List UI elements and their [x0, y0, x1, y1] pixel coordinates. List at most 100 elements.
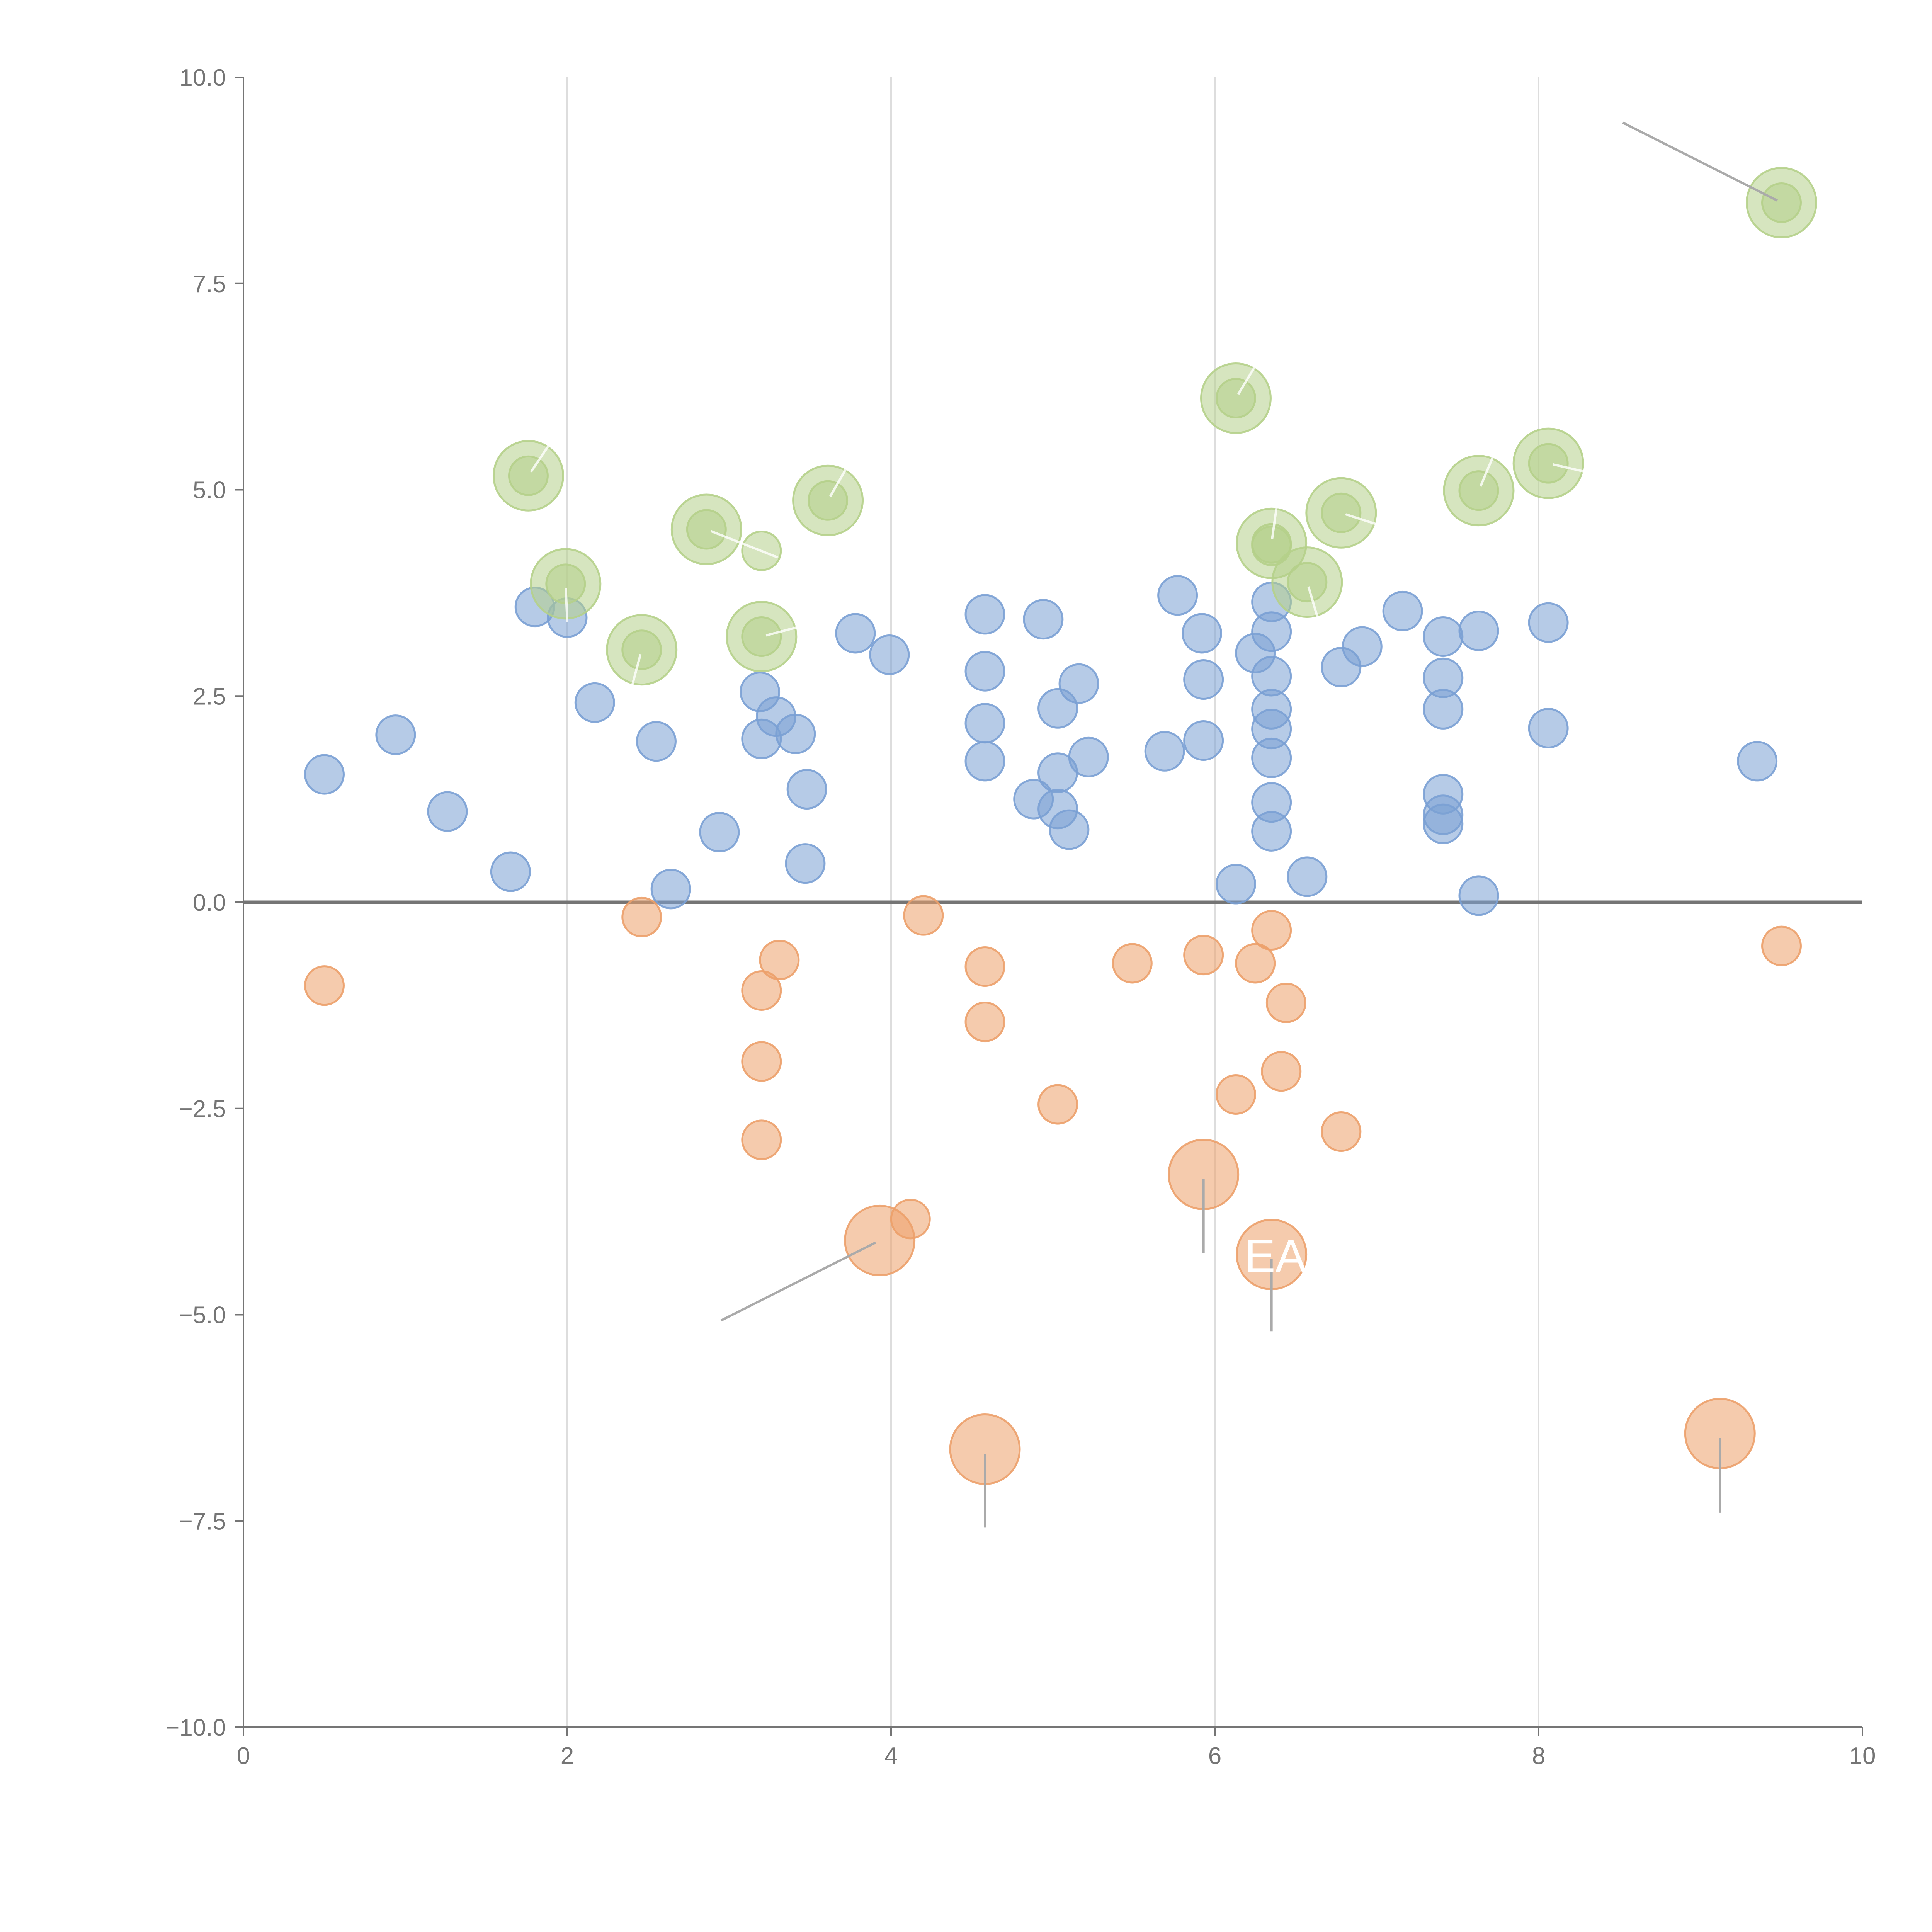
orange-point	[1761, 925, 1802, 966]
orange-bubble	[844, 1204, 916, 1276]
bubble-leader-line	[1622, 121, 1778, 202]
blue-point	[1068, 736, 1109, 777]
bubble-leader-line	[1307, 586, 1321, 626]
blue-point	[1049, 809, 1090, 850]
orange-point	[1321, 1111, 1362, 1152]
orange-point	[964, 1002, 1005, 1043]
bubble-leader-line	[1553, 463, 1628, 483]
blue-point	[785, 843, 826, 884]
blue-point	[1458, 875, 1499, 916]
orange-point	[741, 970, 782, 1011]
orange-point	[621, 896, 662, 937]
y-tick-label: 0.0	[193, 889, 226, 916]
blue-point	[1251, 811, 1292, 852]
orange-point	[903, 895, 944, 936]
orange-point	[964, 946, 1005, 987]
blue-point	[1157, 575, 1198, 616]
orange-point	[1037, 1084, 1078, 1125]
y-tick-label: −5.0	[179, 1302, 226, 1329]
green-bubble	[530, 548, 602, 620]
blue-point	[1737, 741, 1778, 782]
green-bubble	[492, 440, 564, 512]
blue-point	[835, 613, 876, 654]
green-bubble	[1271, 546, 1343, 618]
bubble-leader-line	[631, 654, 642, 687]
blue-point	[1215, 864, 1256, 905]
orange-point	[1235, 943, 1276, 984]
green-bubble	[1305, 477, 1377, 549]
blue-point	[699, 812, 740, 853]
orange-point	[741, 1041, 782, 1082]
blue-point	[964, 703, 1005, 744]
axes-layer: 0 2 4 6 8 10 −10.0 −7.5 −5.0 −2.5 0.0 2.5 5.0 7.5 10.0	[165, 65, 1876, 1769]
bubble-leader-line	[829, 460, 852, 497]
green-bubble	[606, 614, 678, 686]
blue-point	[1287, 856, 1328, 897]
orange-point	[1215, 1074, 1256, 1115]
orange-point	[741, 1119, 782, 1160]
y-tick-label: −10.0	[165, 1714, 226, 1741]
bubble-leader-line	[710, 530, 778, 559]
blue-point	[650, 869, 691, 910]
blue-point	[786, 769, 827, 810]
x-tick-label: 2	[561, 1743, 574, 1769]
orange-point	[1183, 935, 1224, 976]
blue-point	[1528, 708, 1569, 749]
green-bubble	[792, 464, 864, 536]
blue-point	[304, 754, 345, 795]
orange-point	[1261, 1051, 1302, 1092]
orange-point	[304, 965, 345, 1006]
bubble-leader-line	[1479, 444, 1500, 487]
blue-point	[775, 713, 816, 754]
x-tick-label: 6	[1208, 1743, 1221, 1769]
green-bubble	[670, 493, 742, 565]
points-layer	[304, 182, 1802, 1240]
y-tick-label: 2.5	[193, 683, 226, 710]
blue-point	[1528, 602, 1569, 643]
green-bubble	[1746, 167, 1817, 239]
blue-point	[1423, 803, 1464, 844]
blue-point	[964, 651, 1005, 692]
x-tick-label: 0	[237, 1743, 250, 1769]
bubble-label: EA	[1245, 1230, 1306, 1282]
blue-point	[1251, 737, 1292, 778]
blue-point	[375, 714, 416, 755]
blue-point	[1181, 613, 1222, 654]
bubble-layer	[492, 167, 1817, 1485]
bubble-leader-line	[1345, 513, 1385, 528]
orange-point	[1265, 982, 1306, 1023]
x-tick-label: 10	[1849, 1743, 1876, 1769]
y-tick-label: −2.5	[179, 1096, 226, 1122]
x-tick-label: 8	[1532, 1743, 1545, 1769]
orange-point	[1112, 943, 1153, 984]
orange-point	[759, 939, 800, 980]
blue-point	[574, 682, 615, 723]
bubble-leader-line	[720, 1242, 876, 1322]
blue-point	[964, 741, 1005, 782]
bubble-leader-line	[565, 588, 568, 622]
x-tick-label: 4	[884, 1743, 898, 1769]
green-bubble	[1443, 455, 1515, 527]
blue-point	[1023, 599, 1064, 640]
blue-point	[1382, 590, 1423, 631]
blue-point	[1251, 611, 1292, 652]
green-bubble	[1200, 362, 1272, 434]
y-tick-label: 10.0	[179, 65, 226, 91]
blue-point	[490, 851, 531, 892]
y-tick-label: 7.5	[193, 271, 226, 298]
bubble-leader-line	[1237, 357, 1261, 395]
green-bubble	[726, 601, 798, 673]
y-tick-label: −7.5	[179, 1508, 226, 1535]
blue-point	[1058, 663, 1099, 704]
bubble-leader-line	[530, 441, 552, 473]
blue-point	[1183, 720, 1224, 761]
blue-point	[869, 634, 910, 675]
y-tick-label: 5.0	[193, 477, 226, 504]
blue-point	[1423, 616, 1464, 657]
blue-point	[964, 594, 1005, 635]
orange-point	[1251, 910, 1292, 951]
blue-point	[1183, 659, 1224, 700]
green-bubble	[1512, 427, 1584, 499]
bubble-leader-line	[765, 621, 819, 637]
